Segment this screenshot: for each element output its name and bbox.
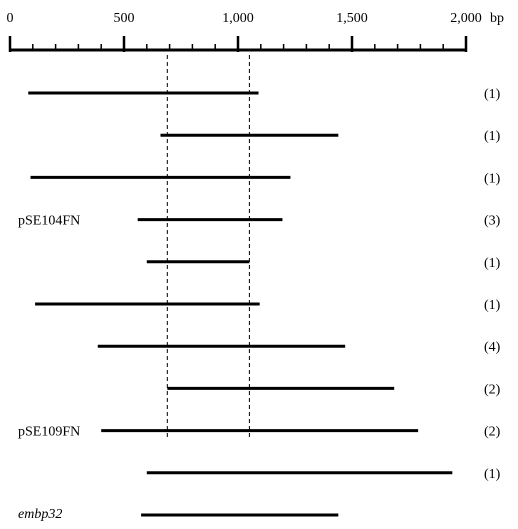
tick-label: 2,000: [450, 11, 482, 26]
tick-labels: 0 500 1,000 1,500 2,000: [7, 11, 482, 26]
fragment-row: (1): [28, 87, 501, 102]
fragment-name-label: pSE109FN: [18, 425, 80, 440]
clone-count-label: (3): [484, 214, 501, 229]
fragment-row: (2) pSE109FN: [18, 425, 501, 440]
fragment-name-label: embp32: [18, 507, 62, 522]
major-ticks: [8, 36, 468, 52]
scale-unit-label: bp: [490, 11, 504, 26]
fragment-row: (1): [146, 467, 501, 482]
fragment-row: (1): [30, 171, 501, 186]
fragment-row: (1): [146, 256, 501, 271]
scale-ruler: 0 500 1,000 1,500 2,000 bp: [7, 11, 504, 52]
clone-count-label: (1): [484, 87, 501, 102]
minor-ticks: [32, 44, 444, 50]
clone-count-label: (1): [484, 467, 501, 482]
fragment-row: (1): [160, 129, 501, 144]
tick-label: 1,500: [336, 11, 368, 26]
reference-lines: [166, 55, 250, 438]
clone-count-label: (1): [484, 129, 501, 144]
clone-count-label: (1): [484, 256, 501, 271]
tick-label: 1,000: [222, 11, 254, 26]
tick-label: 500: [114, 11, 135, 26]
clone-count-label: (1): [484, 171, 501, 186]
fragment-row: (3) pSE104FN: [18, 214, 501, 229]
clone-count-label: (2): [484, 425, 501, 440]
tick-label: 0: [7, 11, 14, 26]
clone-count-label: (2): [484, 382, 501, 397]
clone-count-label: (1): [484, 298, 501, 313]
fragment-row: (4): [97, 340, 501, 355]
fragment-rows: (1) (1) (1) (3) pSE104FN (1) (1) (4) (2) (2) pSE10…: [18, 87, 501, 522]
fragment-row: embp32: [18, 507, 339, 522]
fragment-row: (2): [167, 382, 501, 397]
clone-count-label: (4): [484, 340, 501, 355]
fragment-row: (1): [35, 298, 501, 313]
fragment-name-label: pSE104FN: [18, 214, 80, 229]
